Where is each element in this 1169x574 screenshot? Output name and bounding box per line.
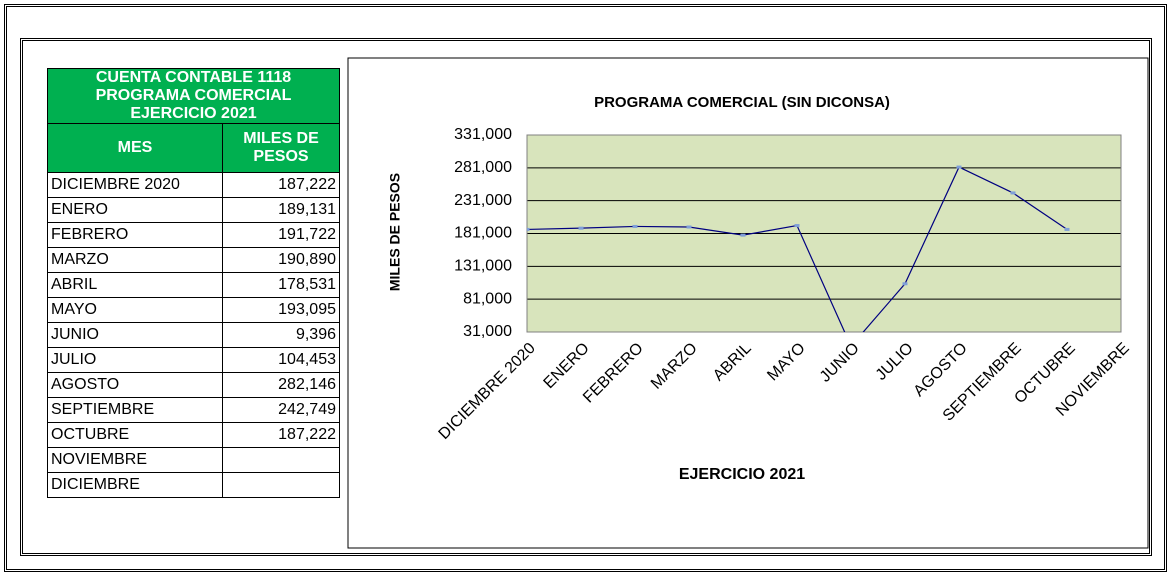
plot-border [526, 134, 1122, 333]
marker [1010, 191, 1016, 195]
table-row: NOVIEMBRE [47, 447, 340, 473]
marker [740, 233, 746, 237]
title-line: PROGRAMA COMERCIAL [95, 87, 292, 104]
value-cell: 104,453 [222, 347, 340, 373]
marker [1064, 227, 1070, 231]
table-title: CUENTA CONTABLE 1118 PROGRAMA COMERCIAL EJ… [47, 68, 340, 124]
month-cell: NOVIEMBRE [47, 447, 223, 473]
y-tick-label: 131,000 [454, 258, 512, 275]
table-row: MAYO 193,095 [47, 297, 340, 323]
marker [686, 225, 692, 229]
month-cell: DICIEMBRE 2020 [47, 172, 223, 198]
marker [632, 224, 638, 228]
value-cell: 282,146 [222, 372, 340, 398]
marker [578, 226, 584, 230]
table-row: MARZO 190,890 [47, 247, 340, 273]
table-row: DICIEMBRE 2020 187,222 [47, 172, 340, 198]
marker [527, 227, 530, 231]
x-axis-label: EJERCICIO 2021 [679, 466, 805, 483]
outer-frame [4, 4, 1167, 572]
inner-frame [20, 38, 1152, 556]
value-cell: 191,722 [222, 222, 340, 248]
title-line: CUENTA CONTABLE 1118 [95, 69, 292, 86]
month-cell: OCTUBRE [47, 422, 223, 448]
table-row: JUNIO 9,396 [47, 322, 340, 348]
series [527, 165, 1070, 332]
month-cell: MARZO [47, 247, 223, 273]
y-tick-label: 31,000 [463, 323, 512, 340]
y-axis-label: MILES DE PESOS [387, 173, 403, 291]
value-cell: 187,222 [222, 172, 340, 198]
chart-title: PROGRAMA COMERCIAL (SIN DICONSA) [594, 94, 890, 111]
header-row: MES MILES DE PESOS [47, 123, 340, 173]
column-header: MILES DE PESOS [222, 123, 340, 173]
value-cell: 189,131 [222, 197, 340, 223]
data-table: CUENTA CONTABLE 1118 PROGRAMA COMERCIAL EJ… [47, 68, 340, 498]
marker [794, 224, 800, 228]
y-tick-label: 331,000 [454, 126, 512, 143]
month-cell: JUNIO [47, 322, 223, 348]
title-row: CUENTA CONTABLE 1118 PROGRAMA COMERCIAL EJ… [47, 68, 340, 124]
column-header: MES [47, 123, 223, 173]
value-cell: 190,890 [222, 247, 340, 273]
marker [956, 165, 962, 169]
title-line: EJERCICIO 2021 [130, 105, 257, 122]
value-cell: 178,531 [222, 272, 340, 298]
table-row: FEBRERO 191,722 [47, 222, 340, 248]
value-cell [222, 472, 340, 498]
y-tick-label: 281,000 [454, 159, 512, 176]
table-row: DICIEMBRE [47, 472, 340, 498]
marker [902, 282, 908, 286]
y-tick-label: 181,000 [454, 225, 512, 242]
y-tick-label: 81,000 [463, 290, 512, 307]
y-tick-label: 231,000 [454, 192, 512, 209]
value-cell: 193,095 [222, 297, 340, 323]
